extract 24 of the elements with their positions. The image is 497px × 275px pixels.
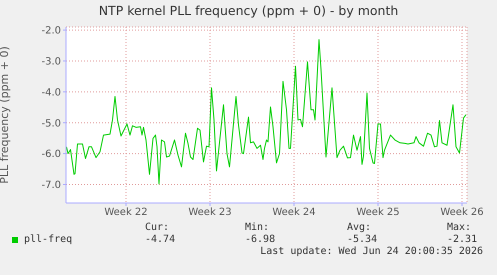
text: Cur: — [145, 222, 170, 233]
y-tick-label: -2.0 — [41, 26, 61, 37]
x-tick-label: Week 22 — [104, 207, 148, 218]
x-tick-label: Week 26 — [440, 207, 484, 218]
text: Min: — [245, 222, 270, 233]
y-tick-label: -6.0 — [41, 149, 61, 160]
chart-title: NTP kernel PLL frequency (ppm + 0) - by month — [98, 3, 400, 18]
y-tick-label: -3.0 — [41, 56, 61, 68]
text: Max: — [447, 222, 472, 233]
x-tick-label: Week 24 — [272, 207, 316, 218]
y-axis-title: PLL frequency (ppm + 0) — [0, 46, 11, 184]
y-tick-label: -5.0 — [41, 118, 61, 130]
text: -6.98 — [245, 234, 276, 245]
y-tick-label: -7.0 — [41, 180, 61, 192]
x-tick-label: Week 25 — [356, 207, 400, 218]
legend-label: pll-freq — [23, 234, 72, 245]
text: -2.31 — [447, 234, 478, 245]
text: -5.34 — [347, 234, 378, 245]
text: Last update: Wed Jun 24 20:00:35 2026 — [260, 246, 483, 257]
text: -4.74 — [145, 234, 176, 245]
y-tick-label: -4.0 — [41, 87, 61, 98]
x-tick-label: Week 23 — [188, 207, 232, 218]
line-series — [66, 39, 466, 184]
text: Avg: — [347, 222, 372, 233]
